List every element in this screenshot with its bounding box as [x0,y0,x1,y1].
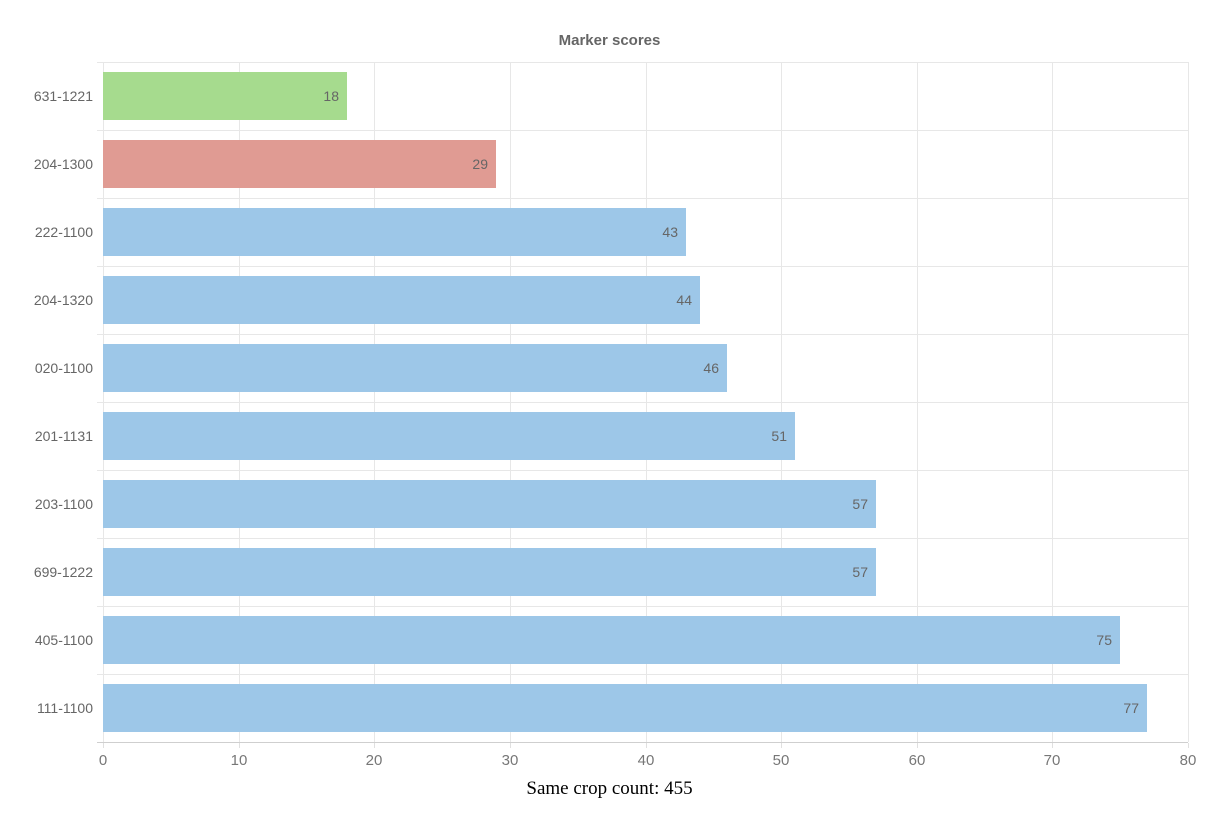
x-axis-tick-label: 0 [98,752,108,769]
x-axis-tick-mark [510,743,511,748]
chart-title: Marker scores [558,32,661,49]
y-axis-label: 111-1100 [36,700,93,716]
bar: 75 [103,616,1120,664]
bar: 29 [103,140,496,188]
bar-value-label: 44 [676,292,692,308]
chart-caption: Same crop count: 455 [526,778,693,799]
bar-value-label: 18 [323,88,339,104]
x-axis-tick-mark [646,743,647,748]
bar-value-label: 57 [852,564,868,580]
gridline-horizontal [97,470,1188,471]
gridline-horizontal [97,538,1188,539]
x-axis-tick-mark [103,743,104,748]
x-axis-tick-label: 50 [772,752,790,769]
x-axis-tick-label: 20 [365,752,383,769]
x-axis-tick-mark [781,743,782,748]
bar-value-label: 75 [1096,632,1112,648]
gridline-horizontal [97,198,1188,199]
x-axis-tick-label: 40 [637,752,655,769]
x-axis-tick-mark [1188,743,1189,748]
x-axis-tick-mark [1052,743,1053,748]
bar-value-label: 46 [703,360,719,376]
x-axis-line [97,742,1188,743]
y-axis-label: 699-1222 [33,564,93,580]
bar-value-label: 29 [472,156,488,172]
gridline-vertical [1188,62,1189,742]
gridline-horizontal [97,402,1188,403]
bar-value-label: 77 [1123,700,1139,716]
y-axis-label: 204-1300 [33,156,93,172]
bar-value-label: 43 [662,224,678,240]
gridline-horizontal [97,606,1188,607]
x-axis-tick-label: 10 [230,752,248,769]
bar: 57 [103,480,876,528]
x-axis-tick-mark [239,743,240,748]
y-axis-label: 201-1131 [34,428,93,444]
bar: 51 [103,412,795,460]
gridline-horizontal [97,130,1188,131]
x-axis-tick-mark [917,743,918,748]
bar-value-label: 51 [771,428,787,444]
gridline-horizontal [97,674,1188,675]
x-axis-tick-label: 30 [501,752,519,769]
x-axis-tick-label: 80 [1179,752,1197,769]
gridline-horizontal [97,62,1188,63]
gridline-horizontal [97,334,1188,335]
bar: 44 [103,276,700,324]
bar: 18 [103,72,347,120]
bar: 46 [103,344,727,392]
y-axis-label: 405-1100 [34,632,93,648]
bar: 77 [103,684,1147,732]
bar: 57 [103,548,876,596]
bar: 43 [103,208,686,256]
x-axis-tick-label: 60 [908,752,926,769]
y-axis-label: 631-1221 [33,88,93,104]
y-axis-label: 204-1320 [33,292,93,308]
y-axis-label: 020-1100 [34,360,93,376]
x-axis-tick-label: 70 [1043,752,1061,769]
y-axis-label: 203-1100 [34,496,93,512]
x-axis-tick-mark [374,743,375,748]
bar-value-label: 57 [852,496,868,512]
plot-area: 18 29 43 44 46 51 57 57 75 77 [97,62,1189,748]
y-axis-label: 222-1100 [34,224,93,240]
gridline-horizontal [97,266,1188,267]
